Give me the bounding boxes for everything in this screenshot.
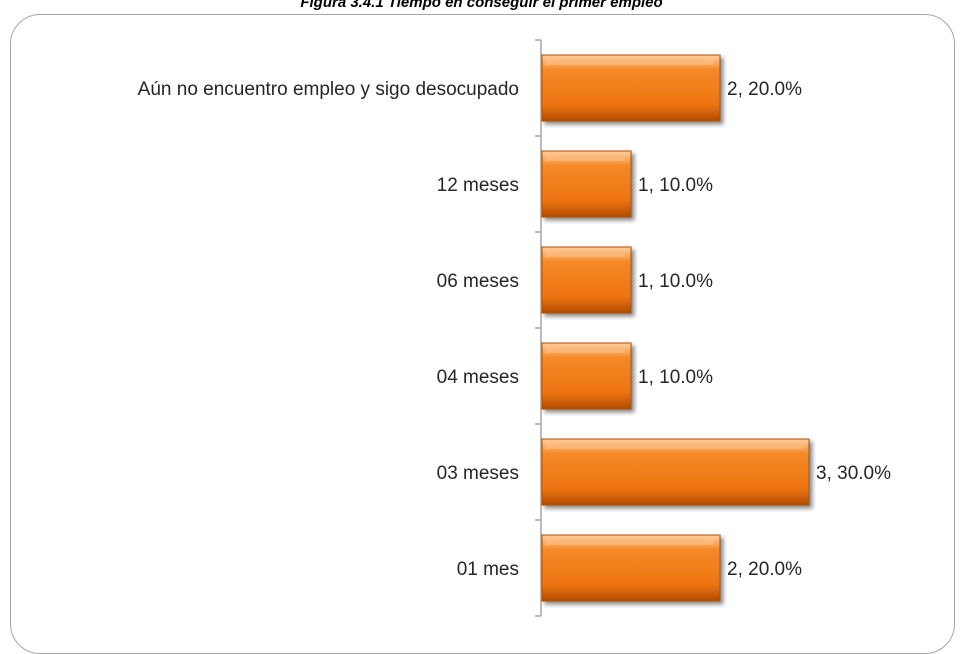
bar-highlight (546, 251, 625, 257)
bar-highlight (546, 539, 714, 545)
category-label: 06 meses (437, 271, 519, 292)
y-axis (535, 39, 542, 617)
data-label: 3, 30.0% (816, 463, 891, 484)
data-label: 1, 10.0% (638, 175, 713, 196)
bar (541, 54, 721, 122)
category-label: 04 meses (437, 367, 519, 388)
bar (541, 342, 632, 410)
bar-highlight (546, 443, 803, 449)
category-label: 12 meses (437, 175, 519, 196)
bar-highlight (546, 59, 714, 65)
bar (541, 438, 810, 506)
category-label: 03 meses (437, 463, 519, 484)
bars (541, 54, 810, 602)
labels: Aún no encuentro empleo y sigo desocupad… (138, 79, 891, 580)
bar-chart: Aún no encuentro empleo y sigo desocupad… (138, 39, 891, 617)
bar-highlight (546, 347, 625, 353)
category-label: Aún no encuentro empleo y sigo desocupad… (138, 79, 519, 100)
chart-title: Figura 3.4.1 Tiempo en conseguir el prim… (300, 0, 663, 11)
data-label: 1, 10.0% (638, 271, 713, 292)
data-label: 2, 20.0% (727, 79, 802, 100)
bar-highlight (546, 155, 625, 161)
category-label: 01 mes (457, 559, 519, 580)
bar (541, 150, 632, 218)
data-label: 1, 10.0% (638, 367, 713, 388)
chart-frame (10, 14, 955, 654)
bar (541, 534, 721, 602)
data-label: 2, 20.0% (727, 559, 802, 580)
bar (541, 246, 632, 314)
